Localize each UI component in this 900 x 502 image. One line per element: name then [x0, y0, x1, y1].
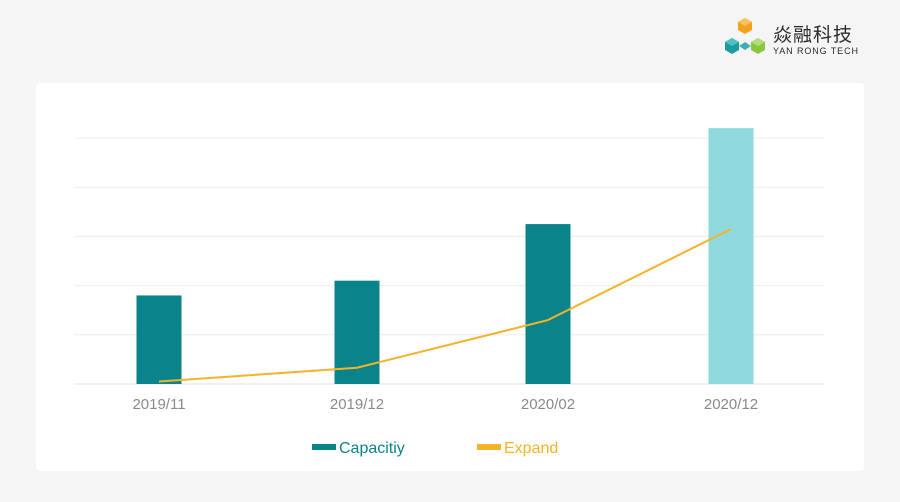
x-tick-label: 2020/12 [704, 396, 758, 413]
expand-line [158, 228, 732, 383]
bar-2020-12 [708, 128, 754, 384]
chart-svg: 2019/11 2019/12 2020/02 2020/12 Capacitiy Exp… [75, 128, 824, 457]
x-tick-label: 2020/02 [521, 396, 575, 413]
bar-2020-02 [525, 224, 571, 384]
yanrong-logo-icon [725, 18, 765, 54]
bar-2019-11 [136, 295, 182, 384]
legend-swatch-expand[interactable] [477, 444, 501, 450]
chart-card: 2019/11 2019/12 2020/02 2020/12 Capacitiy Exp… [36, 83, 864, 471]
legend-label-expand[interactable]: Expand [504, 440, 558, 457]
x-tick-label: 2019/12 [330, 396, 384, 413]
brand-name-cn: 焱融科技 [773, 24, 854, 46]
brand-logo-block: 焱融科技 YAN RONG TECH [723, 16, 888, 64]
x-tick-label: 2019/11 [132, 396, 185, 413]
legend-swatch-capacitiy[interactable] [312, 444, 336, 450]
brand-name-en: YAN RONG TECH [773, 46, 859, 56]
legend-label-capacitiy[interactable]: Capacitiy [339, 440, 405, 457]
